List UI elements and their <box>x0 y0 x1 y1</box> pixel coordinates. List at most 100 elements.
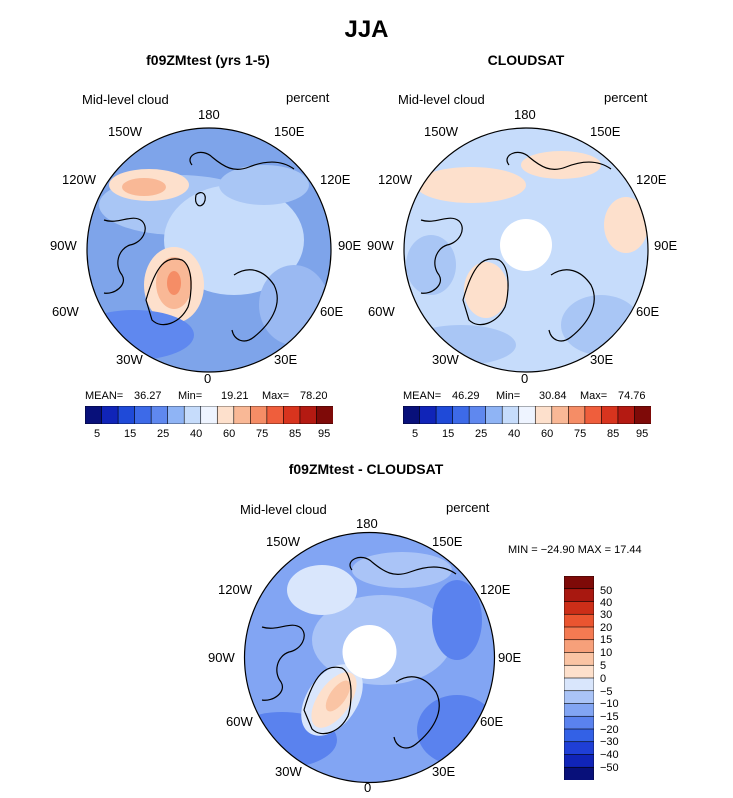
panel1-greenland-cloud <box>167 271 181 295</box>
colorbar-swatch <box>117 406 136 424</box>
panel1-colorbar-tick: 75 <box>256 428 269 440</box>
colorbar-swatch <box>564 754 594 768</box>
panel1-field-contour <box>219 165 309 205</box>
panel3-map-border <box>243 531 496 784</box>
panel1-colorbar-tick: 25 <box>157 428 170 440</box>
panel1-lon-label: 90W <box>50 238 77 253</box>
panel2-colorbar-tick: 5 <box>412 428 419 440</box>
colorbar-swatch <box>250 406 268 424</box>
panel2-max-value: 74.76 <box>618 390 646 402</box>
panel3-colorbar-tick: 40 <box>600 597 613 609</box>
panel3-colorbar-tick: −40 <box>600 749 619 761</box>
colorbar-swatch <box>564 715 594 730</box>
panel3-field-contour <box>432 580 482 660</box>
panel2-lon-label: 60W <box>368 304 395 319</box>
panel2-field-contour <box>521 151 601 179</box>
colorbar-swatch <box>564 728 594 743</box>
panel1-colorbar <box>85 406 333 424</box>
panel1-lon-label: 150E <box>274 124 305 139</box>
panel2-field-contour <box>416 167 526 203</box>
colorbar-swatch <box>564 626 594 641</box>
panel1-max-label: Max= <box>262 390 290 402</box>
colorbar-swatch <box>534 406 553 424</box>
panel2-colorbar-tick: 25 <box>475 428 488 440</box>
panel3-lon-label: 120W <box>218 582 252 597</box>
colorbar-swatch <box>501 406 520 424</box>
panel3-colorbar-tick: 50 <box>600 585 613 597</box>
panel1-lon-label: 60W <box>52 304 79 319</box>
panel2-mean-value: 46.29 <box>452 390 480 402</box>
panel2-colorbar-tick: 75 <box>574 428 587 440</box>
panel3-field-contour <box>352 552 452 588</box>
panel2-colorbar-tick: 85 <box>607 428 620 440</box>
panel2-lon-label: 180 <box>514 107 536 122</box>
colorbar-swatch <box>564 652 594 666</box>
panel1-variable-label: Mid-level cloud <box>82 92 169 107</box>
panel3-stats: MIN = −24.90 MAX = 17.44 <box>508 544 642 556</box>
colorbar-swatch <box>435 406 454 424</box>
panel2-colorbar-tick: 15 <box>442 428 455 440</box>
colorbar-swatch <box>584 406 602 424</box>
panel2-lon-label: 30W <box>432 352 459 367</box>
colorbar-swatch <box>266 406 284 424</box>
colorbar-swatch <box>101 406 119 424</box>
panel2-map-border <box>403 127 649 373</box>
colorbar-swatch <box>564 741 594 756</box>
panel1-colorbar-tick: 5 <box>94 428 101 440</box>
panel3-lon-label: 150W <box>266 534 300 549</box>
colorbar-swatch <box>564 576 594 590</box>
panel1-colorbar-tick: 15 <box>124 428 137 440</box>
panel1-lon-label: 0 <box>204 371 212 386</box>
panel3-colorbar-tick: 20 <box>600 622 613 634</box>
panel2-field-contour <box>406 235 456 295</box>
panel3-colorbar-tick: 0 <box>600 673 607 685</box>
panel3-colorbar-tick: 15 <box>600 634 613 646</box>
panel2-min-label: Min= <box>496 390 521 402</box>
figure-title: JJA <box>344 16 389 43</box>
panel3-no-data-gap <box>342 625 397 679</box>
colorbar-swatch <box>85 406 103 424</box>
colorbar-swatch <box>518 406 536 424</box>
panel1-max-value: 78.20 <box>300 390 328 402</box>
panel2-polar-map <box>403 127 649 373</box>
panel3-colorbar-tick: −50 <box>600 762 619 774</box>
panel3-field-contour <box>287 565 357 615</box>
colorbar-swatch <box>564 690 594 705</box>
panel3-colorbar-tick: −30 <box>600 736 619 748</box>
colorbar-swatch <box>564 613 594 628</box>
panel3-lon-label: 120E <box>480 582 511 597</box>
panel3-colorbar-tick: −10 <box>600 698 619 710</box>
panel3-title: f09ZMtest - CLOUDSAT <box>288 461 444 477</box>
panel2-lon-label: 30E <box>590 352 614 367</box>
panel3-colorbar-tick: −15 <box>600 711 619 723</box>
colorbar-swatch <box>216 406 235 424</box>
panel1-coastlines <box>103 151 295 342</box>
colorbar-swatch <box>299 406 318 424</box>
colorbar-swatch <box>564 601 594 615</box>
panel2-lon-label: 90E <box>654 238 678 253</box>
panel2-colorbar <box>403 406 651 424</box>
panel2-variable-label: Mid-level cloud <box>398 92 485 107</box>
colorbar-swatch <box>167 406 185 424</box>
panel3-units-label: percent <box>446 500 490 515</box>
panel3-polar-map <box>243 531 496 784</box>
panel1-lon-label: 150W <box>108 124 142 139</box>
colorbar-swatch <box>568 406 586 424</box>
panel3-colorbar-tick: 30 <box>600 609 613 621</box>
panel2-field-contour <box>406 325 516 365</box>
panel2-mean-label: MEAN= <box>403 390 442 402</box>
colorbar-swatch <box>564 677 594 692</box>
colorbar-swatch <box>601 406 619 424</box>
panel3-lon-label: 60W <box>226 714 253 729</box>
colorbar-swatch <box>183 406 202 424</box>
colorbar-swatch <box>564 588 594 603</box>
panel3-lon-label: 90W <box>208 650 235 665</box>
panel3-lon-label: 30W <box>275 764 302 779</box>
panel3-lon-label: 30E <box>432 764 456 779</box>
panel2-no-data-gap <box>500 219 552 271</box>
panel2-lon-label: 120W <box>378 172 412 187</box>
panel1-colorbar-tick: 60 <box>223 428 236 440</box>
panel1-map-border <box>86 127 332 373</box>
panel1-lon-label: 180 <box>198 107 220 122</box>
colorbar-swatch <box>564 766 594 780</box>
